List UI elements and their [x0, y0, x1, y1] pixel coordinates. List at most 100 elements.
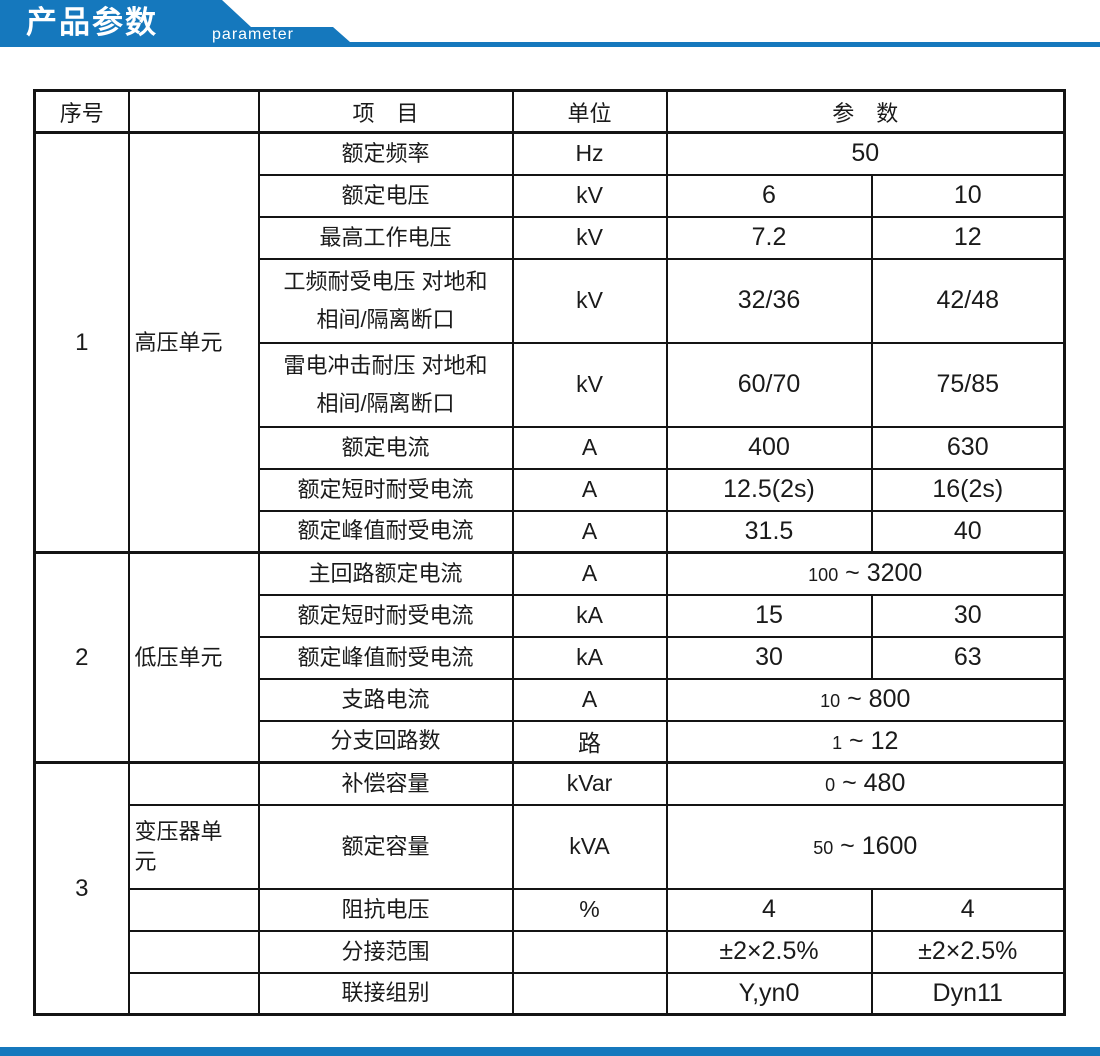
cell-item: 联接组别	[257, 971, 514, 1016]
cell-group-no: 3	[33, 761, 130, 1016]
cell-item: 工频耐受电压 对地和 相间/隔离断口	[257, 257, 514, 344]
cell-param-1: 60/70	[665, 341, 873, 428]
cell-item: 额定峰值耐受电流	[257, 509, 514, 554]
table-row: 变压器单 元 额定容量 kVA 50 ~ 1600	[35, 803, 1066, 890]
table-row: 2 低压单元 主回路额定电流 A 100 ~ 3200	[33, 551, 1066, 764]
cell-item: 分支回路数	[257, 719, 514, 764]
cell-item: 额定容量	[257, 803, 514, 890]
param-prefix: 50	[813, 838, 834, 858]
cell-group-label	[127, 887, 260, 932]
table-row: 1 高压单元 额定频率 Hz 50	[33, 131, 1066, 554]
cell-param-1: 400	[665, 425, 873, 470]
table-row: 额定短时耐受电流 A 12.5(2s) 16(2s)	[35, 467, 1066, 512]
cell-param-1: 12.5(2s)	[665, 467, 873, 512]
cell-unit: Hz	[511, 131, 668, 176]
cell-item: 额定峰值耐受电流	[257, 635, 514, 680]
cell-unit	[511, 929, 668, 974]
table-row: 额定电流 A 400 630	[35, 425, 1066, 470]
cell-param-merged: 50 ~ 1600	[665, 803, 1066, 890]
param-value: ~ 3200	[838, 559, 923, 588]
cell-param-1: 32/36	[665, 257, 873, 344]
table-row: 额定峰值耐受电流 A 31.5 40	[35, 509, 1066, 554]
page-title: 产品参数	[26, 5, 158, 40]
cell-unit: kA	[511, 593, 668, 638]
cell-item: 主回路额定电流	[257, 551, 514, 596]
col-header-unit: 单位	[511, 89, 668, 134]
cell-group-no: 1	[33, 131, 130, 554]
banner-ribbon-shape	[0, 0, 1100, 47]
table-row: 分支回路数 路 1 ~ 12	[35, 719, 1066, 764]
param-prefix: 0	[825, 775, 836, 796]
table-row: 最高工作电压 kV 7.2 12	[35, 215, 1066, 260]
cell-param-1: Y,yn0	[665, 971, 873, 1016]
param-value: ~ 800	[840, 685, 911, 713]
cell-item: 阻抗电压	[257, 887, 514, 932]
col-header-no: 序号	[33, 89, 130, 134]
cell-group-label	[127, 929, 260, 974]
cell-param-2: 12	[870, 215, 1066, 260]
cell-unit: A	[511, 425, 668, 470]
cell-item: 最高工作电压	[257, 215, 514, 260]
cell-param-merged: 1 ~ 12	[665, 719, 1066, 764]
table-row: 额定峰值耐受电流 kA 30 63	[35, 635, 1066, 680]
cell-item: 支路电流	[257, 677, 514, 722]
cell-item: 分接范围	[257, 929, 514, 974]
cell-group-label	[127, 761, 260, 806]
cell-param-2: 4	[870, 887, 1066, 932]
cell-param-merged: 100 ~ 3200	[665, 551, 1066, 596]
cell-unit: A	[511, 677, 668, 722]
cell-param-1: 15	[665, 593, 873, 638]
section-banner: 产品参数 parameter	[0, 0, 1100, 57]
cell-unit: %	[511, 887, 668, 932]
cell-group-label	[127, 971, 260, 1016]
param-value: 50	[851, 139, 880, 168]
cell-param-1: 31.5	[665, 509, 873, 554]
cell-unit: kV	[511, 215, 668, 260]
cell-unit: A	[511, 551, 668, 596]
cell-unit: kVA	[511, 803, 668, 890]
cell-param-1: 6	[665, 173, 873, 218]
page-subtitle: parameter	[212, 26, 294, 43]
cell-param-merged: 10 ~ 800	[665, 677, 1066, 722]
param-prefix: 100	[808, 565, 839, 586]
col-header-item: 项 目	[257, 89, 514, 134]
cell-unit: A	[511, 467, 668, 512]
cell-item: 补偿容量	[257, 761, 514, 806]
table-header-row: 序号 项 目 单位 参 数	[33, 89, 1066, 134]
table-row: 支路电流 A 10 ~ 800	[35, 677, 1066, 722]
cell-param-2: 63	[870, 635, 1066, 680]
cell-item: 额定电流	[257, 425, 514, 470]
cell-param-2: 630	[870, 425, 1066, 470]
cell-unit: kV	[511, 173, 668, 218]
param-value: ~ 12	[842, 726, 899, 755]
col-header-group	[127, 89, 260, 134]
cell-unit: kV	[511, 341, 668, 428]
cell-param-2: 42/48	[870, 257, 1066, 344]
param-value: ~ 1600	[833, 832, 918, 860]
footer-accent-bar	[0, 1047, 1100, 1056]
cell-item: 额定频率	[257, 131, 514, 176]
table-row: 分接范围 ±2×2.5% ±2×2.5%	[35, 929, 1066, 974]
cell-unit: kV	[511, 257, 668, 344]
parameter-table: 序号 项 目 单位 参 数 1 高压单元 额定频率 Hz 50 额定电压 kV …	[33, 89, 1067, 1016]
cell-param-1: 30	[665, 635, 873, 680]
table-row: 额定短时耐受电流 kA 15 30	[35, 593, 1066, 638]
cell-param-2: 40	[870, 509, 1066, 554]
cell-param-2: 75/85	[870, 341, 1066, 428]
col-header-param: 参 数	[665, 89, 1066, 134]
cell-param-2: 10	[870, 173, 1066, 218]
cell-param-merged: 0 ~ 480	[665, 761, 1066, 806]
param-value: ~ 480	[835, 769, 906, 798]
cell-group-label: 高压单元	[127, 131, 260, 554]
cell-item: 额定短时耐受电流	[257, 467, 514, 512]
cell-param-1: 7.2	[665, 215, 873, 260]
cell-param-merged: 50	[665, 131, 1066, 176]
table-row: 3 补偿容量 kVar 0 ~ 480	[33, 761, 1066, 1016]
cell-param-2: ±2×2.5%	[870, 929, 1066, 974]
table-row: 联接组别 Y,yn0 Dyn11	[35, 971, 1066, 1016]
cell-param-2: Dyn11	[870, 971, 1066, 1016]
cell-unit: kA	[511, 635, 668, 680]
banner-ribbon-polygon	[0, 0, 1100, 47]
cell-unit: 路	[511, 719, 668, 764]
